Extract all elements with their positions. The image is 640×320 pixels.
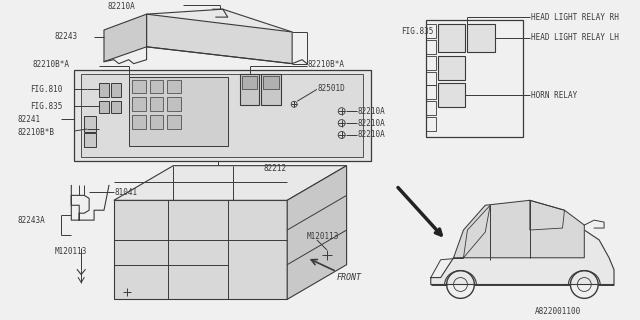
Bar — [81, 74, 364, 157]
Bar — [438, 24, 465, 52]
Text: HEAD LIGHT RELAY LH: HEAD LIGHT RELAY LH — [531, 33, 619, 43]
Bar — [132, 79, 145, 93]
Text: M120113: M120113 — [307, 232, 339, 242]
Bar — [119, 243, 163, 261]
Text: 82243A: 82243A — [18, 216, 45, 225]
Bar — [168, 115, 181, 129]
Bar — [137, 200, 145, 206]
Text: 82210A: 82210A — [358, 131, 385, 140]
Text: A822001100: A822001100 — [535, 307, 581, 316]
Text: FRONT: FRONT — [337, 273, 362, 282]
Bar — [168, 97, 181, 111]
Bar — [74, 70, 371, 161]
Bar — [150, 97, 163, 111]
Text: 82210B*B: 82210B*B — [18, 129, 55, 138]
Text: 82210A: 82210A — [108, 2, 136, 11]
Text: FIG.835: FIG.835 — [29, 102, 62, 111]
Text: 82212: 82212 — [264, 164, 287, 173]
Polygon shape — [431, 215, 614, 284]
Bar — [124, 200, 132, 206]
Bar — [84, 116, 96, 132]
Polygon shape — [454, 200, 584, 258]
Bar — [99, 84, 109, 97]
Text: FIG.835: FIG.835 — [401, 28, 433, 36]
Bar — [426, 20, 523, 137]
Text: 82501D: 82501D — [318, 84, 346, 93]
Bar — [262, 74, 281, 105]
Bar — [150, 115, 163, 129]
Bar — [168, 79, 181, 93]
Bar — [119, 205, 163, 235]
Bar — [239, 74, 259, 105]
Text: 82210B*A: 82210B*A — [33, 60, 70, 69]
Bar — [438, 56, 465, 79]
Bar — [99, 101, 109, 113]
Bar — [242, 76, 257, 89]
Text: HEAD LIGHT RELAY RH: HEAD LIGHT RELAY RH — [531, 12, 619, 22]
Bar — [132, 115, 145, 129]
Bar — [150, 79, 163, 93]
Text: 81041: 81041 — [115, 188, 138, 197]
Bar — [129, 76, 228, 146]
Bar — [426, 40, 436, 54]
Bar — [426, 101, 436, 115]
Polygon shape — [287, 166, 347, 299]
Polygon shape — [114, 166, 347, 200]
Bar — [426, 85, 436, 99]
Bar — [467, 24, 495, 52]
Text: 82241: 82241 — [18, 115, 41, 124]
Bar — [150, 200, 157, 206]
Text: 82210A: 82210A — [358, 119, 385, 128]
Bar — [426, 72, 436, 85]
Bar — [132, 97, 145, 111]
Text: 82210A: 82210A — [358, 107, 385, 116]
Bar — [111, 84, 121, 97]
Polygon shape — [147, 14, 292, 64]
Text: 82210B*A: 82210B*A — [308, 60, 345, 69]
Polygon shape — [147, 9, 292, 37]
Text: M120113: M120113 — [54, 247, 87, 256]
Polygon shape — [104, 14, 147, 62]
Text: FIG.810: FIG.810 — [29, 85, 62, 94]
Bar — [84, 133, 96, 147]
Bar — [173, 205, 223, 260]
Bar — [111, 101, 121, 113]
Bar — [426, 117, 436, 131]
Polygon shape — [114, 200, 287, 299]
Text: HORN RELAY: HORN RELAY — [531, 91, 577, 100]
Bar — [264, 76, 279, 89]
Bar — [438, 84, 465, 107]
Text: 82243: 82243 — [54, 32, 77, 41]
Bar — [426, 24, 436, 38]
Bar — [426, 56, 436, 70]
